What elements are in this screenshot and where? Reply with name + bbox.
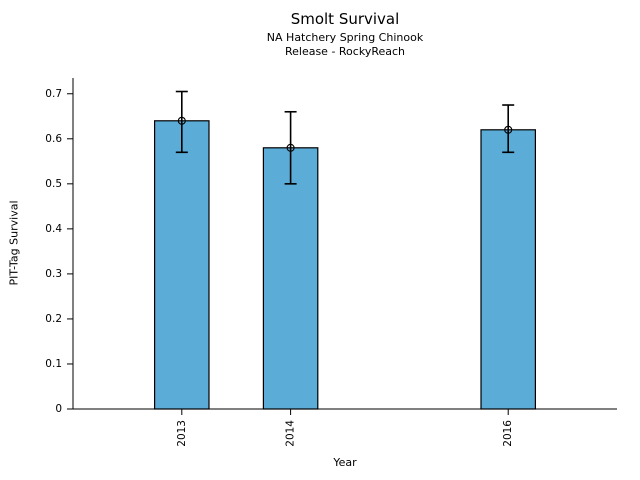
point-marker-2013 — [177, 116, 186, 125]
x-tick-label-2016: 2016 — [502, 420, 514, 447]
y-tick-label-0.1: 0.1 — [45, 358, 62, 370]
point-marker-2016 — [504, 125, 513, 134]
chart-subtitle-line1: NA Hatchery Spring Chinook — [266, 31, 424, 44]
bar-2016 — [480, 129, 537, 410]
y-tick-label-0.5: 0.5 — [45, 178, 62, 190]
point-marker-2014 — [286, 143, 295, 152]
x-axis-label: Year — [333, 456, 357, 469]
y-tick-label-0.2: 0.2 — [45, 313, 62, 325]
x-tick-label-2014: 2014 — [285, 420, 297, 447]
bar-2014 — [262, 147, 319, 410]
y-tick-label-0.6: 0.6 — [45, 133, 62, 145]
chart-subtitle-line2: Release - RockyReach — [284, 45, 406, 58]
y-tick-label-0.3: 0.3 — [45, 268, 62, 280]
chart-title: Smolt Survival — [290, 10, 400, 28]
y-tick-label-0.7: 0.7 — [45, 88, 62, 100]
bar-2013 — [154, 120, 210, 410]
y-tick-label-0.4: 0.4 — [45, 223, 62, 235]
y-tick-label-0: 0 — [55, 403, 62, 415]
x-tick-label-2013: 2013 — [176, 420, 188, 447]
